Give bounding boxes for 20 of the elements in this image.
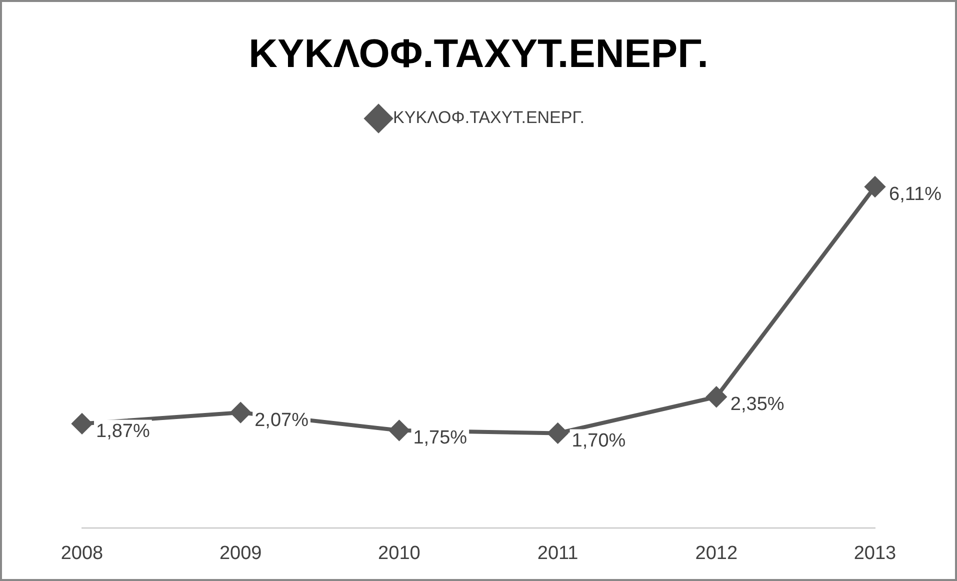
chart-title: ΚΥΚΛΟΦ.ΤΑΧΥΤ.ΕΝΕΡΓ. <box>248 32 708 76</box>
x-tick-label: 2010 <box>378 542 420 564</box>
data-label: 1,87% <box>96 420 150 442</box>
legend-label: ΚΥΚΛΟΦ.ΤΑΧΥΤ.ΕΝΕΡΓ. <box>393 108 584 128</box>
data-label: 2,35% <box>730 394 784 416</box>
data-label: 2,07% <box>254 410 309 431</box>
x-tick-label: 2011 <box>537 542 578 564</box>
point <box>548 423 568 444</box>
point <box>865 176 885 197</box>
x-tick-label: 2009 <box>219 542 262 564</box>
data-label: 1,70% <box>572 430 626 452</box>
point <box>389 420 410 440</box>
point <box>230 402 251 423</box>
data-label: 6,11% <box>889 184 942 205</box>
point <box>72 414 92 434</box>
x-tick-label: 2008 <box>60 542 104 564</box>
point <box>706 386 726 407</box>
x-tick-label: 2012 <box>695 542 738 564</box>
data-label: 1,75% <box>413 428 468 449</box>
x-tick-label: 2013 <box>854 542 896 564</box>
